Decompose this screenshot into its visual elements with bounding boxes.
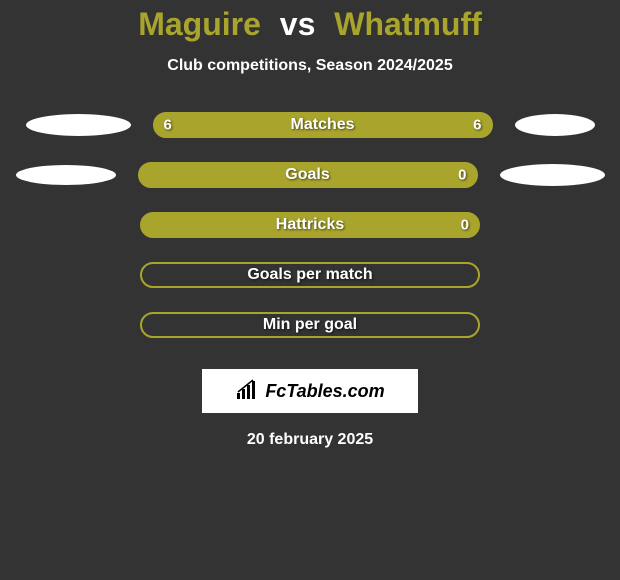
stat-bar: 0 Hattricks (140, 212, 480, 238)
ellipse-spacer (13, 264, 118, 286)
bar-fill-left (139, 163, 308, 187)
stat-bar: Goals per match (140, 262, 480, 288)
stat-value-left: 6 (164, 117, 172, 134)
stat-label: Matches (290, 116, 354, 134)
ellipse-spacer (502, 314, 607, 336)
ellipse-spacer (13, 214, 118, 236)
stat-label: Goals per match (247, 266, 372, 284)
stat-row: Goals per match (13, 261, 607, 289)
ellipse-right (500, 164, 605, 186)
stat-value-right: 6 (473, 117, 481, 134)
ellipse-left (26, 114, 131, 136)
comparison-card: Maguire vs Whatmuff Club competitions, S… (0, 0, 620, 449)
stat-row: 6 6 Matches (13, 111, 607, 139)
ellipse-left (16, 165, 116, 185)
stat-label: Goals (285, 166, 329, 184)
stat-row: Min per goal (13, 311, 607, 339)
stat-bar: Min per goal (140, 312, 480, 338)
logo-text: FcTables.com (265, 381, 384, 402)
stat-bar: 6 6 Matches (153, 112, 493, 138)
ellipse-right (515, 114, 595, 136)
stat-label: Min per goal (263, 316, 357, 334)
title-player2: Whatmuff (334, 6, 482, 42)
stats-area: 6 6 Matches 0 Goals 0 Hattricks Goals per match… (13, 111, 607, 361)
page-title: Maguire vs Whatmuff (138, 6, 482, 43)
title-vs: vs (280, 6, 316, 42)
bar-fill-right (308, 163, 477, 187)
stat-row: 0 Hattricks (13, 211, 607, 239)
stat-row: 0 Goals (13, 161, 607, 189)
stat-value-right: 0 (458, 167, 466, 184)
title-player1: Maguire (138, 6, 261, 42)
ellipse-spacer (502, 214, 607, 236)
ellipse-spacer (502, 264, 607, 286)
chart-icon (235, 379, 259, 403)
subtitle: Club competitions, Season 2024/2025 (167, 57, 452, 75)
ellipse-spacer (13, 314, 118, 336)
date-text: 20 february 2025 (247, 431, 373, 449)
stat-label: Hattricks (276, 216, 344, 234)
stat-bar: 0 Goals (138, 162, 478, 188)
logo-box: FcTables.com (202, 369, 418, 413)
stat-value-right: 0 (461, 217, 469, 234)
